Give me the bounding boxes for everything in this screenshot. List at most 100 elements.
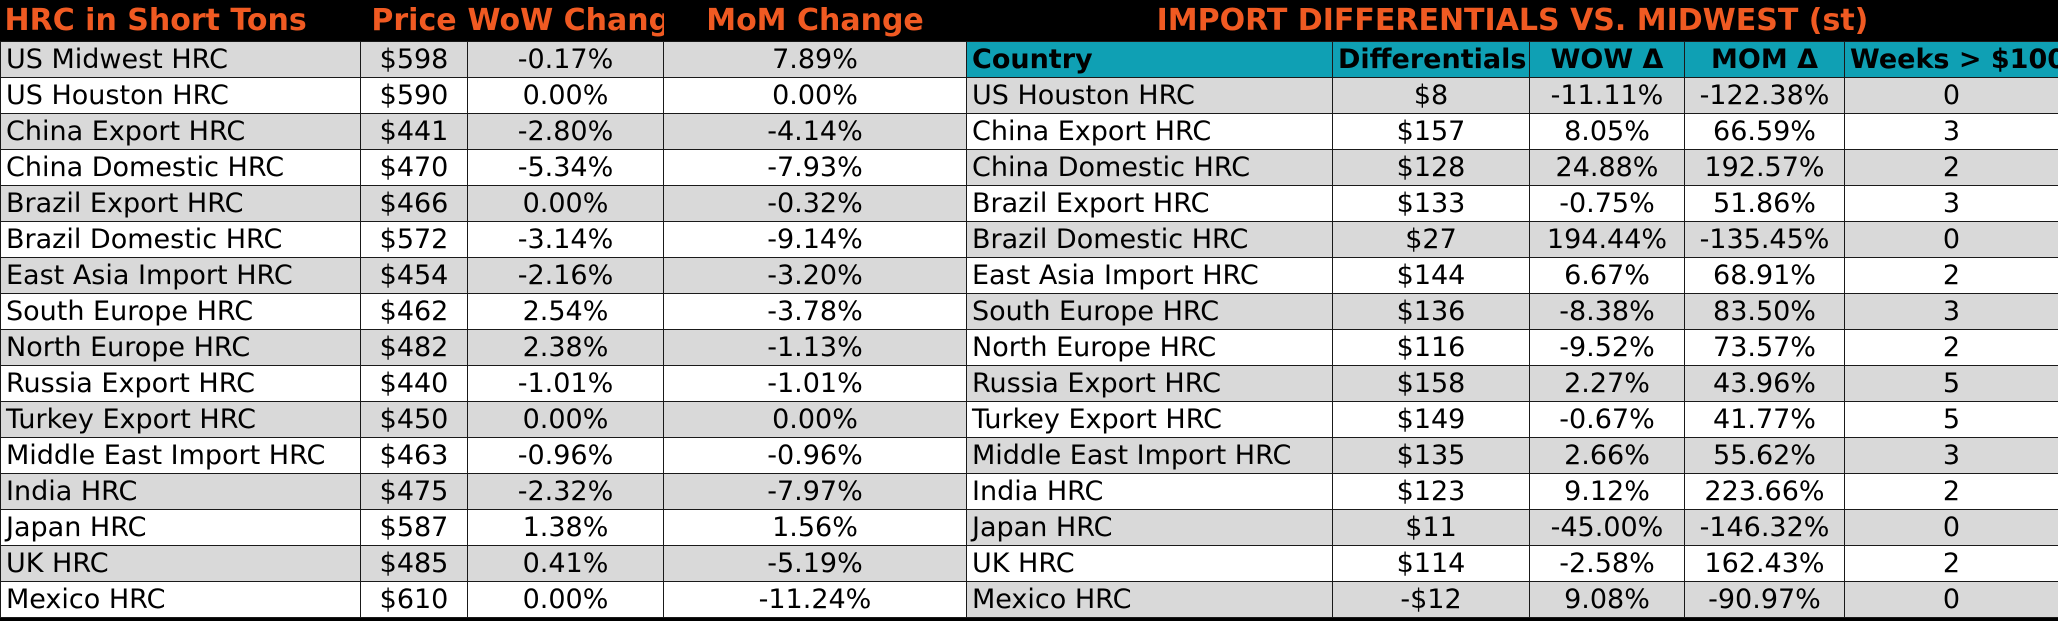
hrc-price-cell: $475: [360, 472, 468, 510]
import-differential-cell: East Asia Import HRC: [966, 256, 1333, 294]
import-differential-cell: $135: [1332, 436, 1530, 474]
hrc-price-cell: -5.34%: [467, 148, 664, 186]
import-differential-cell: 3: [1843, 436, 2058, 474]
hrc-price-row: Brazil Domestic HRC $572 -3.14% -9.14%: [0, 220, 967, 258]
hrc-price-cell: $485: [360, 544, 468, 582]
hrc-price-cell: $441: [360, 112, 468, 150]
hrc-price-cell: $572: [360, 220, 468, 258]
import-differential-cell: North Europe HRC: [966, 328, 1333, 366]
hrc-price-cell: 0.00%: [663, 76, 967, 114]
hrc-price-cell: -0.96%: [663, 436, 967, 474]
import-differential-cell: -8.38%: [1529, 292, 1685, 330]
hrc-price-cell: US Midwest HRC: [0, 40, 361, 78]
hrc-price-cell: 0.00%: [467, 580, 664, 618]
import-differential-cell: China Domestic HRC: [966, 148, 1333, 186]
import-differential-row: Turkey Export HRC $149 -0.67% 41.77% 5: [966, 400, 2058, 438]
import-differential-row: Russia Export HRC $158 2.27% 43.96% 5: [966, 364, 2058, 402]
import-differential-cell: $116: [1332, 328, 1530, 366]
hrc-price-cell: South Europe HRC: [0, 292, 361, 330]
import-differential-cell: Japan HRC: [966, 508, 1333, 546]
import-differential-row: East Asia Import HRC $144 6.67% 68.91% 2: [966, 256, 2058, 294]
import-differential-cell: 2.27%: [1529, 364, 1685, 402]
hrc-price-cell: China Domestic HRC: [0, 148, 361, 186]
hrc-price-cell: -7.97%: [663, 472, 967, 510]
hrc-price-cell: $450: [360, 400, 468, 438]
import-differential-cell: 2.66%: [1529, 436, 1685, 474]
hrc-price-cell: Japan HRC: [0, 508, 361, 546]
import-differential-cell: 192.57%: [1684, 148, 1845, 186]
import-differential-row: India HRC $123 9.12% 223.66% 2: [966, 472, 2058, 510]
import-differential-cell: 55.62%: [1684, 436, 1845, 474]
import-differential-cell: 3: [1843, 292, 2058, 330]
import-differential-cell: 43.96%: [1684, 364, 1845, 402]
hrc-price-cell: $610: [360, 580, 468, 618]
import-differential-cell: 5: [1843, 364, 2058, 402]
import-differential-cell: -45.00%: [1529, 508, 1685, 546]
hrc-price-cell: -7.93%: [663, 148, 967, 186]
wow-delta-header: WOW Δ: [1529, 40, 1685, 78]
hrc-price-cell: Russia Export HRC: [0, 364, 361, 402]
import-differential-cell: -122.38%: [1684, 76, 1845, 114]
import-differential-cell: -0.67%: [1529, 400, 1685, 438]
hrc-price-row: Mexico HRC $610 0.00% -11.24%: [0, 580, 967, 618]
hrc-price-cell: $440: [360, 364, 468, 402]
hrc-price-cell: $470: [360, 148, 468, 186]
import-differential-cell: US Houston HRC: [966, 76, 1333, 114]
import-differential-cell: 2: [1843, 472, 2058, 510]
import-differential-cell: 5: [1843, 400, 2058, 438]
hrc-price-row: India HRC $475 -2.32% -7.97%: [0, 472, 967, 510]
hrc-price-cell: Turkey Export HRC: [0, 400, 361, 438]
hrc-price-row: East Asia Import HRC $454 -2.16% -3.20%: [0, 256, 967, 294]
hrc-price-cell: US Houston HRC: [0, 76, 361, 114]
import-differential-cell: 6.67%: [1529, 256, 1685, 294]
import-differentials-header-row: Country Differentials WOW Δ MOM Δ Weeks …: [966, 40, 2058, 78]
import-differential-cell: 41.77%: [1684, 400, 1845, 438]
hrc-price-cell: 0.00%: [467, 76, 664, 114]
hrc-price-cell: -3.20%: [663, 256, 967, 294]
hrc-price-cell: -2.16%: [467, 256, 664, 294]
import-differential-row: Brazil Domestic HRC $27 194.44% -135.45% 0: [966, 220, 2058, 258]
import-differential-cell: 2: [1843, 256, 2058, 294]
import-differential-cell: 73.57%: [1684, 328, 1845, 366]
import-differential-cell: 66.59%: [1684, 112, 1845, 150]
import-differential-cell: $114: [1332, 544, 1530, 582]
import-differential-cell: 2: [1843, 544, 2058, 582]
hrc-price-cell: $454: [360, 256, 468, 294]
import-differential-cell: 2: [1843, 148, 2058, 186]
import-differential-cell: -$12: [1332, 580, 1530, 618]
import-differential-cell: 9.08%: [1529, 580, 1685, 618]
import-differential-cell: 223.66%: [1684, 472, 1845, 510]
import-differential-cell: 0: [1843, 580, 2058, 618]
import-differential-cell: $128: [1332, 148, 1530, 186]
hrc-price-cell: 2.54%: [467, 292, 664, 330]
hrc-price-cell: Brazil Export HRC: [0, 184, 361, 222]
import-differentials-table-body: US Houston HRC $8 -11.11% -122.38% 0 China Ex…: [966, 76, 2058, 618]
hrc-price-cell: Brazil Domestic HRC: [0, 220, 361, 258]
import-differential-cell: -90.97%: [1684, 580, 1845, 618]
import-differential-cell: $27: [1332, 220, 1530, 258]
hrc-price-cell: 0.00%: [663, 400, 967, 438]
import-differential-cell: Turkey Export HRC: [966, 400, 1333, 438]
hrc-price-cell: North Europe HRC: [0, 328, 361, 366]
hrc-price-cell: $587: [360, 508, 468, 546]
import-differential-cell: 0: [1843, 76, 2058, 114]
import-differential-cell: 194.44%: [1529, 220, 1685, 258]
import-differential-cell: $136: [1332, 292, 1530, 330]
hrc-price-cell: East Asia Import HRC: [0, 256, 361, 294]
hrc-price-row: UK HRC $485 0.41% -5.19%: [0, 544, 967, 582]
hrc-price-cell: -1.01%: [467, 364, 664, 402]
import-differential-cell: -135.45%: [1684, 220, 1845, 258]
import-differential-cell: $144: [1332, 256, 1530, 294]
hrc-price-row: North Europe HRC $482 2.38% -1.13%: [0, 328, 967, 366]
import-differential-cell: $8: [1332, 76, 1530, 114]
import-differential-row: North Europe HRC $116 -9.52% 73.57% 2: [966, 328, 2058, 366]
import-differentials-title: IMPORT DIFFERENTIALS VS. MIDWEST (st): [966, 0, 2058, 41]
import-differential-row: China Export HRC $157 8.05% 66.59% 3: [966, 112, 2058, 150]
hrc-price-cell: -2.32%: [467, 472, 664, 510]
hrc-price-cell: -11.24%: [663, 580, 967, 618]
hrc-price-cell: $590: [360, 76, 468, 114]
import-differentials-table: IMPORT DIFFERENTIALS VS. MIDWEST (st) Co…: [966, 0, 2058, 618]
hrc-price-cell: 7.89%: [663, 40, 967, 78]
hrc-price-cell: UK HRC: [0, 544, 361, 582]
import-differential-row: China Domestic HRC $128 24.88% 192.57% 2: [966, 148, 2058, 186]
